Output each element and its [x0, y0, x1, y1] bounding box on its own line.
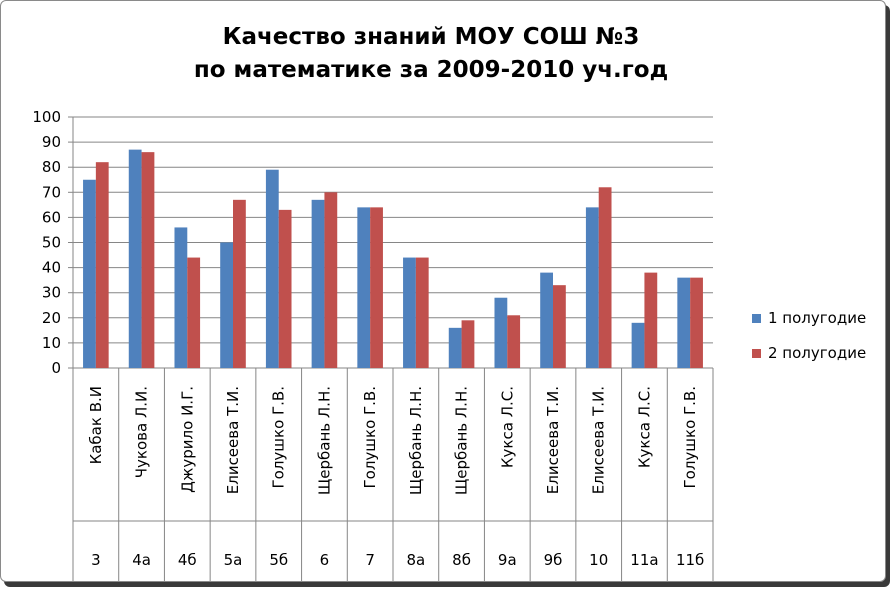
- category-label-teacher: Голушко Г.В.: [270, 386, 288, 489]
- category-label-class: 11б: [676, 551, 704, 569]
- category-label-class: 5б: [269, 551, 288, 569]
- bar-2-11б: [690, 277, 703, 368]
- category-label-teacher: Щербань Л.Н.: [407, 386, 425, 495]
- bar-1-8а: [403, 257, 416, 368]
- bar-2-8б: [461, 320, 475, 368]
- bar-2-9б: [553, 285, 566, 368]
- legend-swatch: [752, 314, 761, 323]
- bar-2-9а: [507, 315, 521, 368]
- bar-2-8а: [415, 257, 429, 368]
- bar-2-4б: [187, 257, 201, 368]
- bar-1-5б: [265, 169, 279, 368]
- y-tick-label: 20: [42, 309, 61, 327]
- category-label-class: 8а: [406, 551, 425, 569]
- y-tick-label: 90: [42, 133, 61, 151]
- chart-title: Качество знаний МОУ СОШ №3 по математике…: [101, 21, 761, 87]
- bar-2-5б: [278, 209, 292, 368]
- chart-title-line-2: по математике за 2009-2010 уч.год: [193, 57, 669, 83]
- category-label-teacher: Щербань Л.Н.: [453, 386, 471, 495]
- bar-1-5а: [220, 242, 233, 368]
- legend-swatch: [752, 349, 761, 358]
- category-label-teacher: Джурило И.Г.: [178, 386, 196, 493]
- category-label-class: 6: [320, 551, 330, 569]
- category-label-teacher: Чукова Л.И.: [133, 386, 151, 478]
- bar-1-3: [83, 179, 96, 368]
- y-tick-label: 40: [42, 259, 61, 277]
- bar-1-7: [357, 207, 371, 368]
- bar-2-5а: [233, 199, 246, 368]
- category-label-teacher: Елисеева Т.И.: [544, 386, 562, 494]
- bar-1-11б: [677, 277, 691, 368]
- y-tick-label: 100: [32, 108, 61, 126]
- y-tick-label: 0: [51, 359, 61, 377]
- category-label-class: 8б: [452, 551, 471, 569]
- bar-2-6: [324, 192, 338, 368]
- bar-1-4б: [174, 227, 188, 368]
- category-label-teacher: Елисеева Т.И.: [590, 386, 608, 494]
- category-label-teacher: Голушко Г.В.: [681, 386, 699, 489]
- legend-label: 1 полугодие: [768, 309, 866, 327]
- y-tick-label: 10: [42, 334, 61, 352]
- bar-2-10: [598, 187, 612, 368]
- category-label-teacher: Кукса Л.С.: [635, 386, 653, 468]
- chart-frame: Качество знаний МОУ СОШ №3 по математике…: [0, 0, 886, 582]
- bar-2-7: [370, 207, 383, 368]
- legend-label: 2 полугодие: [768, 344, 866, 362]
- category-label-teacher: Голушко Г.В.: [361, 386, 379, 489]
- category-label-teacher: Кабак В.И: [87, 386, 105, 464]
- y-tick-label: 80: [42, 158, 61, 176]
- bar-1-8б: [448, 327, 462, 368]
- category-label-class: 4б: [178, 551, 197, 569]
- bar-1-4а: [128, 149, 142, 368]
- category-label-class: 5а: [224, 551, 243, 569]
- category-label-class: 4а: [132, 551, 151, 569]
- y-tick-label: 50: [42, 234, 61, 252]
- bar-1-9а: [494, 297, 508, 368]
- bar-1-9б: [540, 272, 553, 368]
- bar-2-11а: [644, 272, 658, 368]
- category-label-class: 10: [589, 551, 608, 569]
- bar-chart: 0 10 20 30 40 50 60 70 80 90 100 Кабак В.И 3 Чукова Л…: [32, 108, 866, 581]
- category-label-teacher: Щербань Л.Н.: [315, 386, 333, 495]
- y-tick-label: 70: [42, 183, 61, 201]
- y-tick-label: 30: [42, 284, 61, 302]
- chart-title-line-1: Качество знаний МОУ СОШ №3: [222, 24, 640, 50]
- bar-2-4а: [141, 152, 155, 368]
- category-label-class: 11а: [630, 551, 658, 569]
- bar-1-6: [311, 199, 325, 368]
- category-label-teacher: Елисеева Т.И.: [224, 386, 242, 494]
- bar-1-10: [585, 207, 599, 368]
- category-label-class: 3: [91, 551, 101, 569]
- category-label-teacher: Кукса Л.С.: [498, 386, 516, 468]
- category-label-class: 9а: [498, 551, 517, 569]
- category-label-class: 7: [365, 551, 375, 569]
- bar-2-3: [95, 162, 109, 368]
- category-label-class: 9б: [544, 551, 563, 569]
- bar-1-11а: [631, 322, 645, 368]
- y-tick-label: 60: [42, 208, 61, 226]
